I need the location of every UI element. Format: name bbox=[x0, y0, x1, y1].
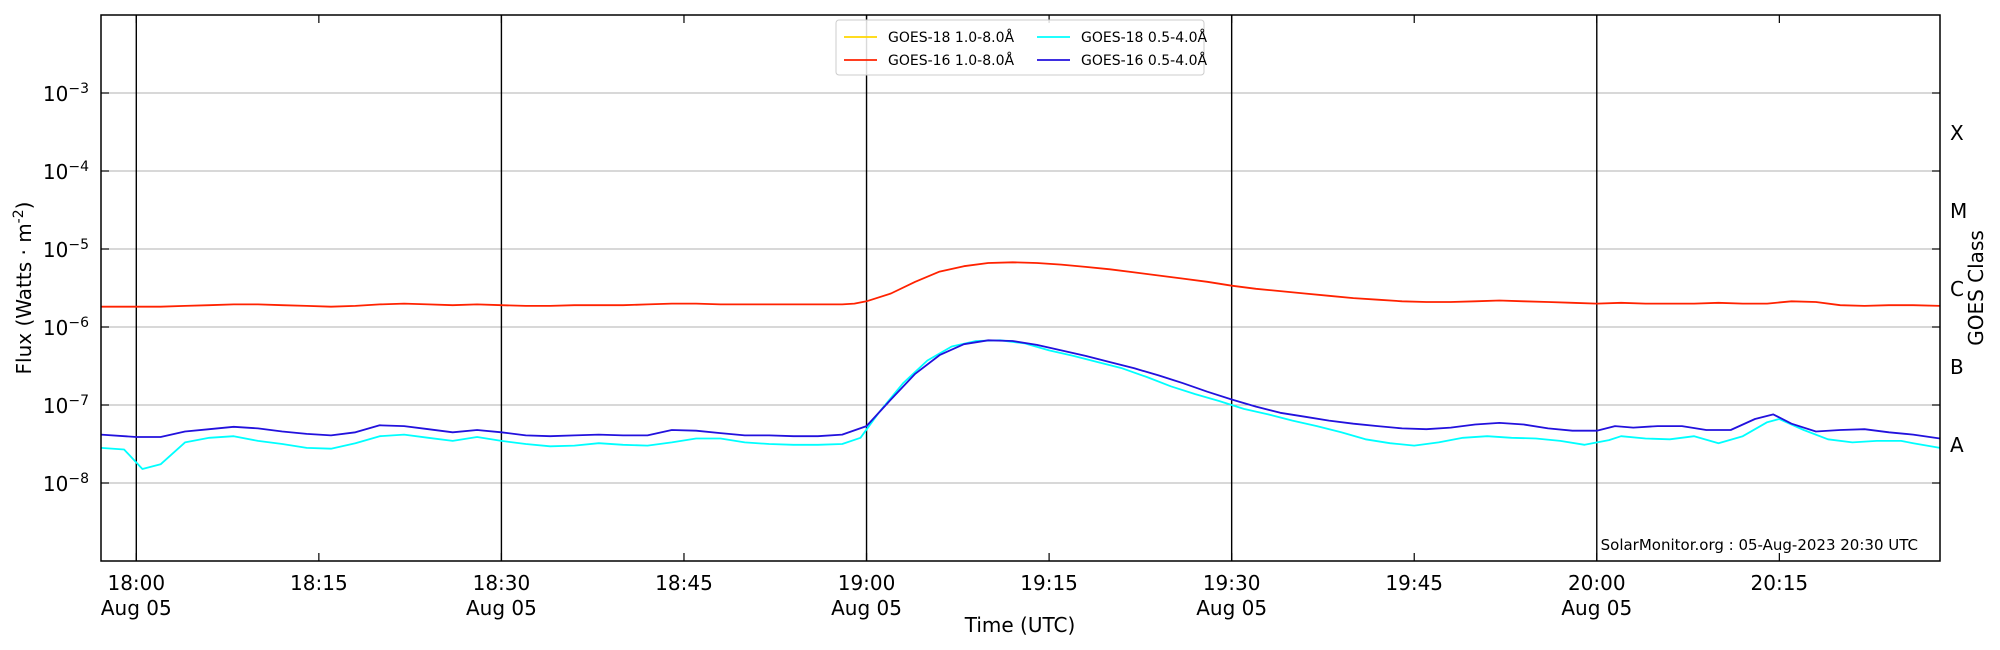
goes-class-label: X bbox=[1950, 121, 1964, 145]
y-axis-ticks: 10−8 10−7 10−6 10−5 10−4 10−3 bbox=[43, 81, 1940, 496]
goes-class-label: A bbox=[1950, 433, 1964, 457]
x-tick-time-label: 19:15 bbox=[1020, 571, 1078, 595]
x-tick-time-label: 18:15 bbox=[290, 571, 348, 595]
y-axis-title: Flux (Watts · m-2) bbox=[11, 202, 36, 375]
legend-entry: GOES-18 1.0-8.0Å bbox=[888, 29, 1014, 46]
x-tick-date-label: Aug 05 bbox=[1561, 596, 1632, 620]
legend-entry: GOES-18 0.5-4.0Å bbox=[1081, 29, 1207, 46]
x-tick-time-label: 19:00 bbox=[838, 571, 896, 595]
series-line bbox=[100, 339, 1941, 440]
legend-entry: GOES-16 0.5-4.0Å bbox=[1081, 52, 1207, 69]
x-tick-date-label: Aug 05 bbox=[1196, 596, 1267, 620]
y-tick-label: 10−8 bbox=[43, 471, 89, 496]
x-tick-date-label: Aug 05 bbox=[101, 596, 172, 620]
y-tick-label: 10−5 bbox=[43, 237, 89, 262]
x-tick-time-label: 18:45 bbox=[655, 571, 713, 595]
x-tick-time-label: 18:00 bbox=[107, 571, 165, 595]
legend: GOES-18 1.0-8.0Å GOES-16 1.0-8.0Å GOES-18 … bbox=[835, 19, 1207, 76]
grid-lines bbox=[101, 92, 1940, 484]
flux-series bbox=[100, 261, 1941, 470]
goes-class-label: C bbox=[1950, 277, 1964, 301]
x-tick-date-label: Aug 05 bbox=[831, 596, 902, 620]
x-tick-time-label: 19:30 bbox=[1203, 571, 1261, 595]
x-tick-time-label: 19:45 bbox=[1385, 571, 1443, 595]
y-tick-label: 10−3 bbox=[43, 81, 89, 106]
y-tick-label: 10−7 bbox=[43, 393, 89, 418]
goes-class-labels: A B C M X bbox=[1950, 121, 1967, 457]
y-tick-label: 10−4 bbox=[43, 159, 89, 184]
x-tick-time-label: 20:00 bbox=[1568, 571, 1626, 595]
goes-class-label: B bbox=[1950, 355, 1964, 379]
legend-entry: GOES-16 1.0-8.0Å bbox=[888, 52, 1014, 69]
legend-box bbox=[835, 19, 1205, 76]
day-marker-lines bbox=[135, 15, 1598, 561]
x-tick-time-label: 18:30 bbox=[473, 571, 531, 595]
credit-text: SolarMonitor.org : 05-Aug-2023 20:30 UTC bbox=[1601, 536, 1918, 554]
y-tick-label: 10−6 bbox=[43, 315, 89, 340]
goes-class-label: M bbox=[1950, 199, 1967, 223]
x-axis-title: Time (UTC) bbox=[964, 613, 1076, 637]
plot-frame bbox=[100, 14, 1941, 562]
right-axis-title: GOES Class bbox=[1964, 230, 1988, 346]
x-tick-date-label: Aug 05 bbox=[466, 596, 537, 620]
x-tick-time-label: 20:15 bbox=[1751, 571, 1809, 595]
series-line bbox=[101, 261, 1941, 308]
